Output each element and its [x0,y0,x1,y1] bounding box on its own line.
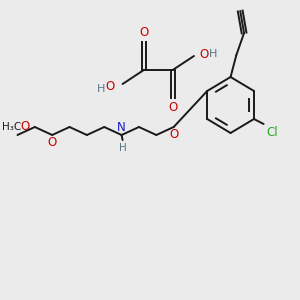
Text: O: O [106,80,115,92]
Text: H: H [209,49,218,59]
Text: Cl: Cl [266,126,278,139]
Text: O: O [21,121,30,134]
Text: O: O [139,26,148,39]
Text: H: H [97,84,105,94]
Text: H: H [119,143,127,153]
Text: O: O [168,101,177,114]
Text: H₃C: H₃C [2,122,21,132]
Text: O: O [169,128,178,141]
Text: O: O [200,49,209,62]
Text: O: O [48,136,57,149]
Text: N: N [117,121,126,134]
